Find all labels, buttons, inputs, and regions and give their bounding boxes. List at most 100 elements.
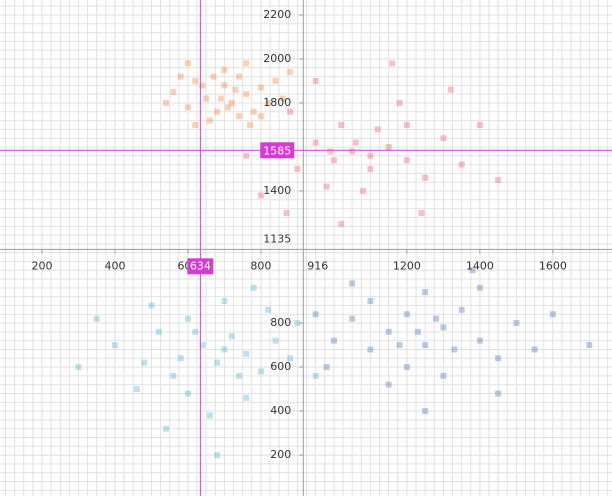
- point: [243, 394, 250, 401]
- point: [469, 267, 476, 274]
- point: [199, 342, 206, 349]
- point: [287, 69, 294, 76]
- point: [549, 311, 556, 318]
- y-tick-label: 2000: [263, 52, 291, 65]
- crosshair-y-badge: [260, 142, 295, 159]
- point: [232, 86, 239, 93]
- point: [177, 355, 184, 362]
- point: [184, 390, 191, 397]
- point: [184, 104, 191, 111]
- point: [246, 121, 253, 128]
- point: [476, 121, 483, 128]
- y-tick-label: 800: [270, 316, 291, 329]
- point: [422, 174, 429, 181]
- point: [272, 77, 279, 84]
- point: [199, 82, 206, 89]
- y-cross-label: 1135: [263, 232, 291, 245]
- point: [287, 108, 294, 115]
- point: [440, 135, 447, 142]
- point: [349, 315, 356, 322]
- crosshair-x-label: 634: [190, 259, 211, 272]
- point: [206, 117, 213, 124]
- point: [243, 91, 250, 98]
- point: [586, 342, 593, 349]
- point: [312, 372, 319, 379]
- point: [385, 143, 392, 150]
- point: [385, 328, 392, 335]
- point: [214, 108, 221, 115]
- point: [184, 315, 191, 322]
- point: [170, 372, 177, 379]
- point: [206, 412, 213, 419]
- point: [75, 364, 82, 371]
- crosshair-y-label: 1585: [263, 144, 291, 157]
- point: [257, 84, 264, 91]
- y-tick-label: 2200: [263, 8, 291, 21]
- point: [221, 66, 228, 73]
- point: [323, 183, 330, 190]
- point: [236, 73, 243, 80]
- point: [221, 298, 228, 305]
- point: [495, 390, 502, 397]
- point: [170, 88, 177, 95]
- x-cross-label: 916: [307, 259, 328, 272]
- point: [385, 381, 392, 388]
- point: [210, 73, 217, 80]
- point: [403, 157, 410, 164]
- y-tick-label: 1800: [263, 96, 291, 109]
- point: [155, 328, 162, 335]
- point: [283, 210, 290, 217]
- point: [257, 192, 264, 199]
- point: [422, 408, 429, 415]
- point: [111, 342, 118, 349]
- point: [257, 368, 264, 375]
- x-tick-label: 400: [104, 259, 125, 272]
- point: [403, 364, 410, 371]
- series: [75, 284, 319, 459]
- point: [312, 77, 319, 84]
- point: [236, 113, 243, 120]
- point: [214, 359, 221, 366]
- point: [458, 306, 465, 313]
- point: [422, 289, 429, 296]
- point: [243, 152, 250, 159]
- point: [374, 126, 381, 133]
- point: [192, 328, 199, 335]
- point: [433, 315, 440, 322]
- point: [163, 425, 170, 432]
- point: [294, 320, 301, 327]
- point: [389, 60, 396, 67]
- point: [338, 121, 345, 128]
- point: [236, 372, 243, 379]
- point: [184, 60, 191, 67]
- point: [141, 359, 148, 366]
- point: [217, 95, 224, 102]
- point: [257, 113, 264, 120]
- point: [349, 280, 356, 287]
- point: [221, 346, 228, 353]
- point: [327, 148, 334, 155]
- point: [250, 284, 257, 291]
- point: [349, 148, 356, 155]
- point: [312, 139, 319, 146]
- series: [312, 267, 593, 415]
- point: [418, 210, 425, 217]
- point: [367, 152, 374, 159]
- x-tick-label: 1400: [466, 259, 494, 272]
- point: [495, 177, 502, 184]
- point: [476, 284, 483, 291]
- point: [133, 386, 140, 393]
- point: [338, 221, 345, 228]
- point: [243, 60, 250, 67]
- point: [396, 99, 403, 106]
- y-tick-label: 1400: [263, 184, 291, 197]
- x-tick-label: 200: [31, 259, 52, 272]
- point: [495, 355, 502, 362]
- point: [265, 99, 272, 106]
- point: [476, 337, 483, 344]
- y-tick-label: 600: [270, 360, 291, 373]
- point: [265, 306, 272, 313]
- point: [458, 161, 465, 168]
- point: [330, 157, 337, 164]
